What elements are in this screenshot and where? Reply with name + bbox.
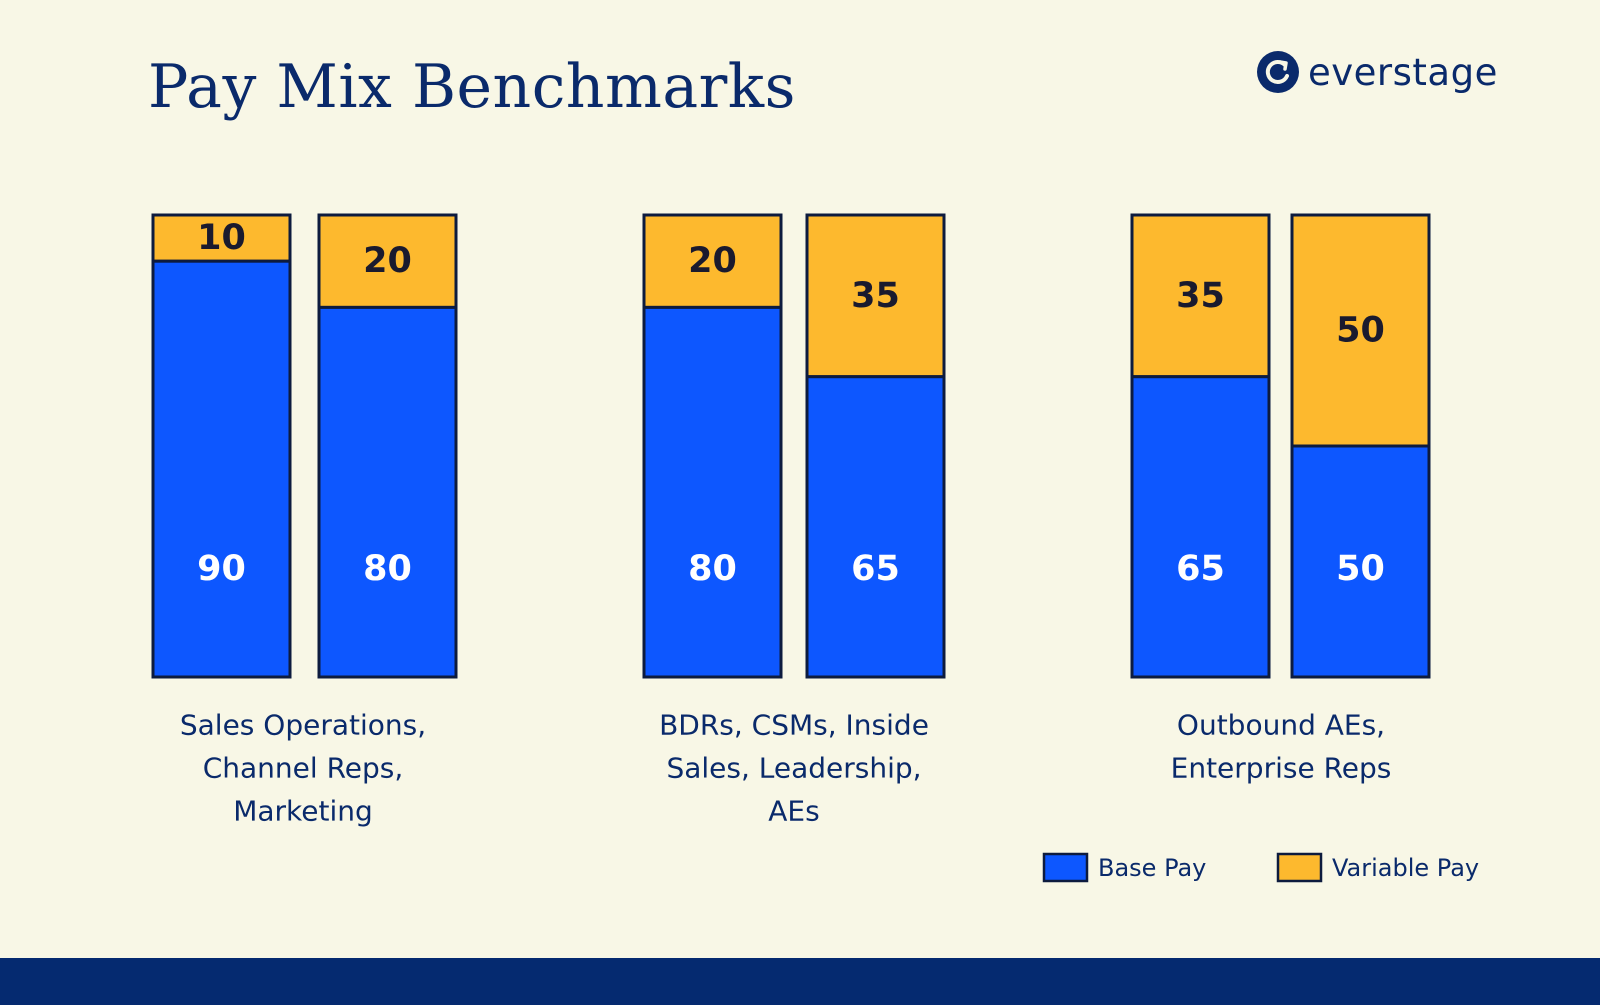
variable-pay-value-label: 20 — [688, 241, 737, 281]
base-pay-bar — [1290, 444, 1431, 679]
variable-pay-value-label: 20 — [363, 241, 412, 281]
base-pay-bar — [642, 305, 783, 679]
base-pay-value-label: 80 — [363, 549, 412, 589]
base-pay-value-label: 65 — [851, 549, 900, 589]
base-pay-bar — [151, 259, 292, 679]
group-label: Sales Operations, — [180, 709, 426, 742]
variable-pay-value-label: 35 — [1176, 276, 1225, 316]
pay-mix-chart: 10 90 20 80 20 80 35 65 35 65 50 50 Sales Operations… — [151, 213, 1479, 883]
page-title: Pay Mix Benchmarks — [148, 52, 796, 122]
variable-pay-bar — [1290, 213, 1431, 448]
brand-logo: everstage — [1256, 50, 1498, 94]
base-pay-bar — [805, 375, 946, 679]
variable-pay-bar — [805, 213, 946, 379]
base-pay-value-label: 65 — [1176, 549, 1225, 589]
group-label: Sales, Leadership, — [666, 752, 921, 785]
base-pay-value-label: 50 — [1336, 549, 1385, 589]
base-pay-bar — [1130, 375, 1271, 679]
group-label: AEs — [768, 795, 819, 828]
variable-pay-bar — [642, 213, 783, 309]
legend-label-base-pay: Base Pay — [1098, 854, 1206, 882]
legend-swatch-base-pay — [1042, 852, 1089, 883]
footer-bar — [0, 958, 1600, 1005]
group-label: Enterprise Reps — [1171, 752, 1392, 785]
base-pay-value-label: 80 — [688, 549, 737, 589]
group-label: Channel Reps, — [203, 752, 404, 785]
brand-name: everstage — [1308, 50, 1498, 94]
base-pay-bar — [317, 305, 458, 679]
variable-pay-value-label: 50 — [1336, 311, 1385, 351]
group-label: BDRs, CSMs, Inside — [659, 709, 929, 742]
everstage-logo-icon — [1257, 51, 1299, 93]
base-pay-value-label: 90 — [197, 549, 246, 589]
variable-pay-value-label: 35 — [851, 276, 900, 316]
variable-pay-bar — [1130, 213, 1271, 379]
group-label: Marketing — [233, 795, 373, 828]
group-label: Outbound AEs, — [1177, 709, 1385, 742]
legend-swatch-variable-pay — [1276, 852, 1323, 883]
variable-pay-value-label: 10 — [197, 218, 246, 258]
legend-label-variable-pay: Variable Pay — [1332, 854, 1479, 882]
